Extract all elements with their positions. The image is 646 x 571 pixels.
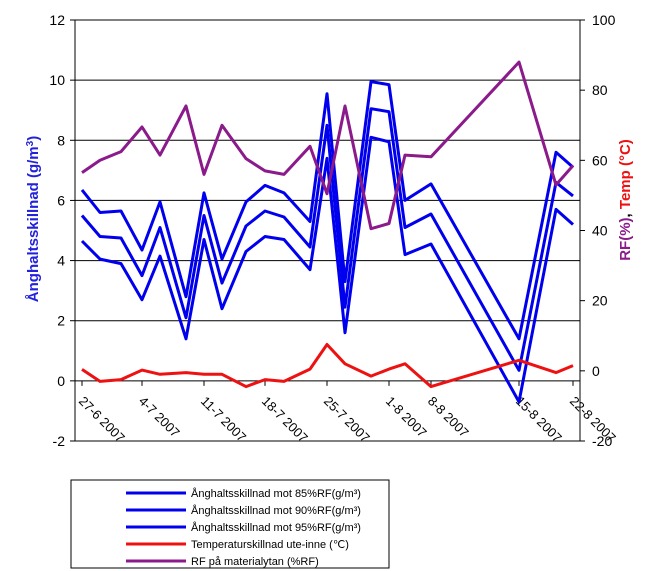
x-tick-label: 27-6 2007 [76,393,128,445]
left-tick-label: 0 [57,373,65,389]
x-tick-label: 11-7 2007 [198,393,249,444]
left-tick-label: 8 [57,132,65,148]
left-axis-label-end: ) [25,136,42,141]
x-axis-ticks: 27-6 2007 4-7 2007 11-7 2007 18-7 2007 25-7 … [76,380,619,445]
left-axis-label-main: Ånghaltsskillnad (g/m [25,146,42,302]
right-tick-label: 60 [592,152,608,168]
left-axis-label-sup: 3 [25,140,36,146]
left-tick-label: -2 [53,433,66,449]
left-tick-label: 12 [49,12,65,28]
right-axis-label: RF(%), Temp (°C) [617,139,634,261]
x-tick-label: 4-7 2007 [136,393,183,440]
x-tick-label: 18-7 2007 [259,393,311,445]
right-tick-label: 100 [592,12,616,28]
x-tick-label: 8-8 2007 [425,393,472,440]
x-tick-label: 15-8 2007 [513,393,565,445]
left-axis-label: Ånghaltsskillnad (g/m3) [25,136,43,302]
x-tick-label: 1-8 2007 [383,393,430,440]
right-tick-label: -20 [592,433,612,449]
left-tick-label: 6 [57,192,65,208]
left-axis-ticks: -2 0 2 4 6 8 10 12 [49,12,75,449]
legend-box [70,479,390,569]
left-tick-label: 4 [57,253,65,269]
legend-label: Temperaturskillnad ute-inne (℃) [191,539,349,551]
right-tick-label: 20 [592,293,608,309]
left-tick-label: 10 [49,72,65,88]
right-tick-label: 40 [592,223,608,239]
right-tick-label: 80 [592,82,608,98]
series-line-3 [81,343,574,389]
right-axis-label-part: , [617,209,634,217]
series-line-1 [80,107,574,372]
left-tick-label: 2 [57,313,65,329]
series-line-2 [80,80,574,341]
legend-label: Ånghaltsskillnad mot 85%RF(g/m³) [191,487,361,500]
series-line-4 [81,60,575,231]
right-axis-label-part: RF(%) [617,217,634,260]
legend-label: Ånghaltsskillnad mot 90%RF(g/m³) [191,504,361,517]
series-lines [80,60,575,404]
x-tick-label: 25-7 2007 [321,393,373,445]
right-axis-label-part: Temp (°C) [617,139,634,209]
legend: Ånghaltsskillnad mot 85%RF(g/m³) Ånghalts… [70,479,390,569]
legend-label: RF på materialytan (%RF) [191,556,319,568]
legend-label: Ånghaltsskillnad mot 95%RF(g/m³) [191,521,361,534]
series-line-0 [80,135,574,404]
right-tick-label: 0 [592,363,600,379]
right-axis-ticks: -20 0 20 40 60 80 100 [580,12,616,449]
